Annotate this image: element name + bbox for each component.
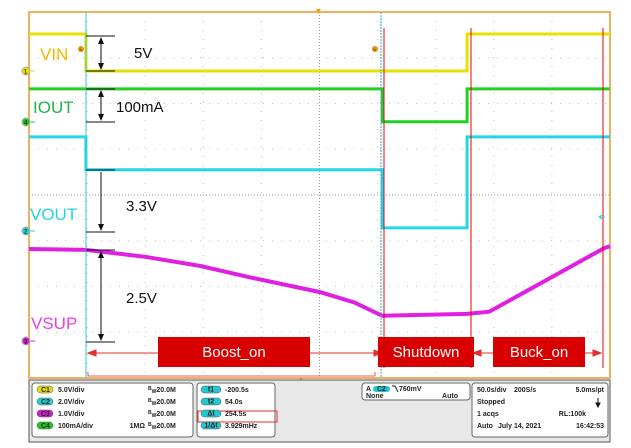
annotation-2v5: 2.5V (126, 290, 157, 307)
svg-text:254.5s: 254.5s (225, 411, 247, 418)
cursor-row[interactable]: t1 -200.5s (200, 385, 249, 394)
channel-row-c3[interactable]: C3 1.0V/div BW20.0M (36, 409, 176, 419)
phase-boost-on: Boost_on (158, 337, 310, 367)
svg-text:t1: t1 (208, 387, 214, 394)
svg-text:t2: t2 (208, 399, 214, 406)
svg-text:None: None (366, 393, 384, 400)
channel-row-c4[interactable]: C4 100mA/div 1MΩ BW20.0M (36, 421, 176, 431)
svg-text:July 14, 2021: July 14, 2021 (498, 423, 541, 430)
svg-text:Stopped: Stopped (477, 399, 505, 406)
label-vin: VIN (40, 45, 68, 64)
svg-text:RL:100k: RL:100k (559, 411, 586, 418)
measurement-arrows (86, 35, 115, 343)
trace-vin (29, 32, 610, 73)
svg-text:1: 1 (24, 70, 28, 76)
trigger-level-marker (598, 214, 605, 220)
svg-text:C1: C1 (41, 387, 50, 394)
svg-text:200S/s: 200S/s (514, 387, 536, 394)
trigger-settings[interactable]: A C2 760mV None Auto (361, 382, 471, 401)
svg-text:C2: C2 (41, 399, 50, 406)
channel-2-marker[interactable]: 2 (21, 226, 35, 236)
cursor-row[interactable]: 1/Δt 3.929mHz (200, 421, 258, 430)
svg-text:50.0s/div: 50.0s/div (477, 387, 507, 394)
svg-text:1 acqs: 1 acqs (477, 411, 499, 418)
svg-text:BW20.0M: BW20.0M (148, 410, 176, 419)
cursor-row[interactable]: t2 54.0s (200, 397, 243, 406)
svg-text:1.0V/div: 1.0V/div (58, 411, 85, 418)
channel-1-marker[interactable]: 1 (21, 66, 35, 76)
svg-text:2.0V/div: 2.0V/div (58, 399, 85, 406)
annotation-5v: 5V (134, 45, 152, 62)
cursor-readout: t1 -200.5s t2 54.0s Δt 254.5s 1/Δt 3.929mHz (196, 382, 278, 438)
label-vsup: VSUP (31, 314, 77, 333)
channel-row-c2[interactable]: C2 2.0V/div BW20.0M (36, 397, 176, 407)
svg-text:2: 2 (24, 230, 28, 236)
svg-text:Auto: Auto (442, 393, 458, 400)
graticule (29, 12, 610, 378)
svg-text:Buck_on: Buck_on (510, 344, 568, 361)
svg-text:A: A (366, 386, 371, 393)
phase-buck-on: Buck_on (493, 337, 585, 367)
svg-text:760mV: 760mV (399, 386, 422, 393)
svg-text:Auto: Auto (477, 423, 493, 430)
svg-text:Δt: Δt (207, 411, 215, 418)
annotation-3v3: 3.3V (126, 198, 157, 215)
svg-text:5.0V/div: 5.0V/div (58, 387, 85, 394)
svg-text:Boost_on: Boost_on (202, 344, 265, 361)
svg-text:3.929mHz: 3.929mHz (225, 423, 258, 430)
svg-text:BW20.0M: BW20.0M (148, 386, 176, 395)
svg-text:BW20.0M: BW20.0M (148, 398, 176, 407)
run-stop-arrow-icon (595, 398, 601, 409)
svg-text:C2: C2 (377, 386, 386, 393)
cursor-row[interactable]: Δt 254.5s (200, 409, 247, 418)
trigger-position-marker (316, 9, 321, 14)
svg-text:Shutdown: Shutdown (393, 344, 460, 361)
svg-text:100mA/div: 100mA/div (58, 423, 93, 430)
svg-text:BW20.0M: BW20.0M (148, 422, 176, 431)
trace-vsup (28, 244, 611, 318)
svg-text:5.0ms/pt: 5.0ms/pt (576, 387, 605, 394)
svg-text:1MΩ: 1MΩ (130, 423, 146, 430)
cursor-b-label: b (374, 47, 377, 52)
cursor-b-marker (372, 46, 378, 52)
timebase-settings[interactable]: 50.0s/div 200S/s 5.0ms/pt Stopped 1 acqs… (471, 382, 609, 438)
trace-iout (29, 87, 610, 124)
cursor-a-marker (78, 46, 84, 52)
svg-text:-200.5s: -200.5s (225, 387, 249, 394)
channel-settings: C1 5.0V/div BW20.0M C2 2.0V/div BW20.0M C3 1.0V… (31, 382, 194, 438)
svg-text:1/Δt: 1/Δt (204, 423, 218, 430)
phase-shutdown: Shutdown (378, 337, 474, 367)
label-vout: VOUT (30, 205, 77, 224)
svg-text:16:42:53: 16:42:53 (576, 423, 604, 430)
svg-text:54.0s: 54.0s (225, 399, 243, 406)
cursor-a-label: a (80, 47, 83, 52)
svg-text:C4: C4 (41, 423, 50, 430)
channel-3-marker[interactable]: 3 (21, 336, 35, 346)
channel-row-c1[interactable]: C1 5.0V/div BW20.0M (36, 385, 176, 395)
svg-text:3: 3 (24, 340, 28, 346)
annotation-100ma: 100mA (116, 99, 164, 116)
svg-text:4: 4 (24, 121, 28, 127)
channel-4-marker[interactable]: 4 (21, 117, 35, 127)
svg-text:C3: C3 (41, 411, 50, 418)
label-iout: IOUT (33, 98, 74, 117)
